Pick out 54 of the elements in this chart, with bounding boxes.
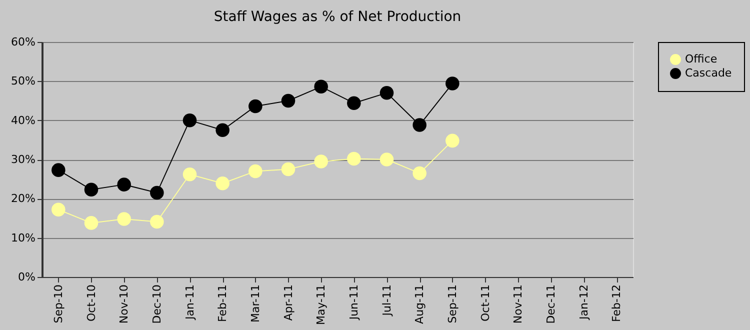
point: [380, 152, 394, 166]
point: [281, 162, 296, 176]
point: [314, 80, 328, 94]
point: [347, 152, 361, 166]
x-tick-label: Apr-11: [282, 284, 295, 321]
x-tick-label: Mar-11: [248, 284, 262, 323]
x-tick-label: Sep-11: [446, 284, 459, 324]
x-tick-label: Jan-12: [577, 284, 590, 320]
y-tick-label: 0%: [18, 270, 36, 284]
point: [446, 134, 460, 148]
legend-label: Office: [685, 52, 718, 66]
point: [281, 94, 296, 108]
x-tick-label: Nov-11: [512, 284, 525, 324]
x-tick-label: Oct-10: [84, 284, 98, 322]
point: [412, 118, 426, 132]
x-tick-label: Dec-10: [150, 284, 164, 324]
chart-title: Staff Wages as % of Net Production: [214, 9, 462, 25]
point: [248, 164, 262, 178]
point: [182, 113, 197, 128]
x-tick-label: Jun-11: [347, 284, 360, 321]
y-tick-label: 10%: [11, 231, 36, 244]
y-tick-label: 50%: [11, 74, 36, 88]
x-tick-label: Feb-12: [610, 284, 624, 322]
point: [347, 96, 361, 110]
point: [314, 154, 328, 168]
x-tick-label: May-11: [314, 284, 328, 326]
point: [446, 76, 460, 90]
x-tick-label: Aug-11: [413, 284, 426, 324]
point: [216, 123, 230, 138]
point: [412, 166, 426, 180]
point: [150, 214, 164, 229]
x-tick-label: Oct-11: [478, 284, 492, 322]
point: [216, 176, 230, 190]
y-tick-label: 40%: [11, 114, 36, 127]
x-tick-label: Jan-11: [183, 284, 196, 320]
point: [84, 216, 98, 230]
point: [52, 163, 66, 177]
y-tick-label: 60%: [11, 36, 36, 48]
x-tick-label: Jul-11: [380, 284, 394, 317]
legend-label: Cascade: [685, 66, 732, 80]
point: [84, 182, 98, 197]
point: [117, 178, 131, 192]
y-tick-label: 30%: [11, 153, 36, 166]
y-tick-label: 20%: [11, 192, 36, 206]
point: [117, 212, 131, 226]
x-tick-label: Sep-10: [52, 284, 65, 324]
point: [150, 186, 164, 200]
x-tick-label: Dec-11: [544, 284, 558, 324]
point: [52, 202, 66, 217]
point: [182, 168, 197, 182]
point: [248, 99, 262, 114]
x-tick-label: Nov-10: [118, 284, 131, 324]
x-tick-label: Feb-11: [216, 284, 230, 322]
point: [380, 86, 394, 100]
